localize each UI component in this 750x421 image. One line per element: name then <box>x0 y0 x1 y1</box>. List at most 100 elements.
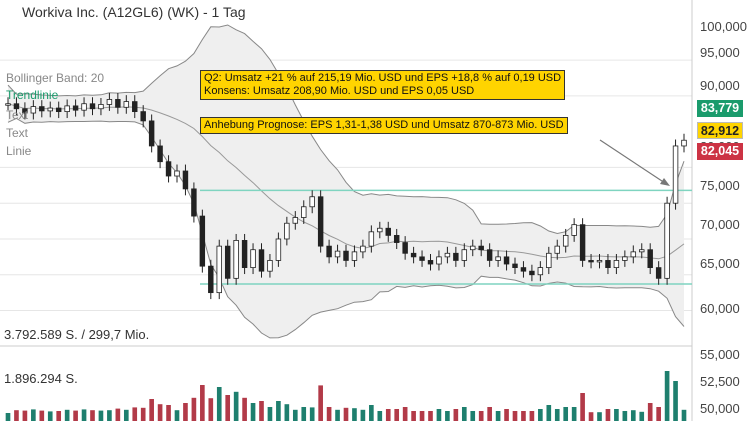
volume-bar <box>233 391 239 421</box>
candle-body <box>39 106 45 112</box>
chart-title: Workiva Inc. (A12GL6) (WK) - 1 Tag <box>22 4 246 20</box>
legend-trendline[interactable]: Trendlinie <box>6 88 59 102</box>
candle-body <box>216 245 222 294</box>
candle-body <box>5 103 11 106</box>
candle-body <box>233 240 239 279</box>
volume-bar <box>301 407 307 421</box>
volume-bar <box>132 407 138 421</box>
candle-body <box>444 252 451 258</box>
volume-bar <box>428 411 433 421</box>
volume-bar <box>673 381 678 421</box>
candle-body <box>191 188 197 217</box>
candle-body <box>123 101 130 108</box>
candle-body <box>267 260 273 272</box>
volume-bar <box>140 407 146 421</box>
price-tag-last: 83,779 <box>697 100 743 117</box>
candle-body <box>64 105 70 113</box>
volume-bar <box>81 409 87 421</box>
volume-bar <box>90 410 95 421</box>
volume-bar <box>225 395 231 421</box>
volume-bar <box>681 409 687 421</box>
volume-bar <box>377 411 383 421</box>
volume-bar <box>123 409 129 421</box>
volume-bar <box>73 410 78 421</box>
volume-bar <box>22 410 28 421</box>
candle-body <box>22 108 28 114</box>
candle-body <box>562 234 569 247</box>
legend-bollinger[interactable]: Bollinger Band: 20 <box>6 71 105 85</box>
candle-body <box>360 245 366 253</box>
candle-body <box>529 270 535 276</box>
candle-body <box>427 260 434 265</box>
volume-bar <box>5 413 11 421</box>
volume-bar <box>639 411 645 421</box>
volume-bar <box>250 403 256 421</box>
volume-bar <box>563 407 569 421</box>
volume-bar <box>411 411 416 421</box>
volume-bar <box>630 410 636 421</box>
candle-body <box>672 145 679 204</box>
candle-body <box>520 267 527 272</box>
earnings-annotation[interactable]: Q2: Umsatz +21 % auf 215,19 Mio. USD und… <box>200 70 566 100</box>
volume-bar <box>98 410 104 421</box>
candle-body <box>284 222 290 240</box>
volume-bar <box>107 410 112 421</box>
volume-bar <box>242 397 247 421</box>
legend-text-1[interactable]: Text <box>6 108 29 122</box>
volume-bar <box>402 407 408 421</box>
candle-body <box>436 256 442 265</box>
candle-body <box>309 196 315 208</box>
volume-bar <box>656 407 661 421</box>
candle-body <box>622 256 628 261</box>
volume-bar <box>335 409 340 421</box>
volume-bar <box>453 409 459 421</box>
candle-body <box>647 249 653 268</box>
candle-body <box>512 263 518 268</box>
y-tick-65: 65,000 <box>700 256 740 271</box>
volume-bar <box>436 409 442 421</box>
candle-body <box>98 104 104 110</box>
price-tag-mid: 82,912 <box>697 122 743 139</box>
bollinger-lower <box>7 117 685 339</box>
vol-tick-50: 50,000 <box>700 401 740 416</box>
volume-bar <box>487 407 492 421</box>
candle-body <box>596 260 603 263</box>
candle-body <box>81 103 87 111</box>
candle-body <box>377 227 383 233</box>
candle-body <box>478 245 484 251</box>
volume-bar <box>512 411 518 421</box>
y-tick-90: 90,000 <box>700 78 740 93</box>
candle-body <box>419 256 425 261</box>
candle-body <box>301 206 307 218</box>
candle-body <box>495 256 501 261</box>
vol-tick-55: 55,000 <box>700 347 740 362</box>
bollinger-middle <box>7 103 685 260</box>
candle-body <box>588 260 594 263</box>
legend-text-2[interactable]: Text <box>6 126 29 140</box>
volume-bar <box>183 403 188 421</box>
volume-bar <box>166 405 171 421</box>
volume-bar <box>56 411 62 421</box>
volume-bar <box>352 408 357 421</box>
candle-body <box>47 107 53 112</box>
volume-bar <box>588 412 594 421</box>
guidance-annotation[interactable]: Anhebung Prognose: EPS 1,31-1,38 USD und… <box>200 117 568 134</box>
candle-body <box>470 245 476 251</box>
candle-body <box>655 267 662 279</box>
volume-bar <box>14 410 19 421</box>
volume-half-label: 1.896.294 S. <box>4 371 78 386</box>
candle-body <box>579 224 586 261</box>
candle-body <box>664 202 670 279</box>
candle-body <box>140 111 146 122</box>
candle-body <box>334 250 341 258</box>
volume-bar <box>276 401 281 421</box>
volume-bar <box>470 411 476 421</box>
volume-bar <box>554 409 560 421</box>
candle-body <box>106 99 113 105</box>
volume-bar <box>343 407 349 421</box>
legend-line[interactable]: Linie <box>6 144 32 158</box>
candle-body <box>115 99 121 108</box>
y-tick-75: 75,000 <box>700 178 740 193</box>
candle-body <box>199 215 206 267</box>
candle-body <box>461 249 468 261</box>
